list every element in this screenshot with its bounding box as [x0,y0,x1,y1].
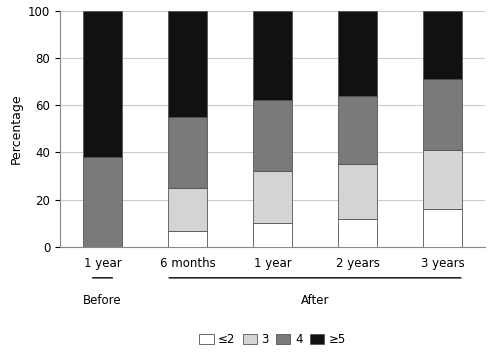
Bar [168,231,206,247]
Bar [338,219,376,247]
Bar [338,11,376,96]
Bar [338,164,376,219]
Bar [424,79,462,150]
Bar [254,11,292,101]
Bar [254,101,292,172]
Bar [254,223,292,247]
Y-axis label: Percentage: Percentage [10,94,22,164]
Bar [338,96,376,164]
Legend: ≤2, 3, 4, ≥5: ≤2, 3, 4, ≥5 [194,329,350,351]
Bar [424,11,462,79]
Text: After: After [301,294,329,307]
Bar [254,172,292,223]
Bar [424,209,462,247]
Bar [168,11,206,117]
Bar [168,188,206,231]
Bar [84,157,122,247]
Bar [168,117,206,188]
Bar [84,11,122,157]
Bar [424,150,462,209]
Text: Before: Before [83,294,122,307]
